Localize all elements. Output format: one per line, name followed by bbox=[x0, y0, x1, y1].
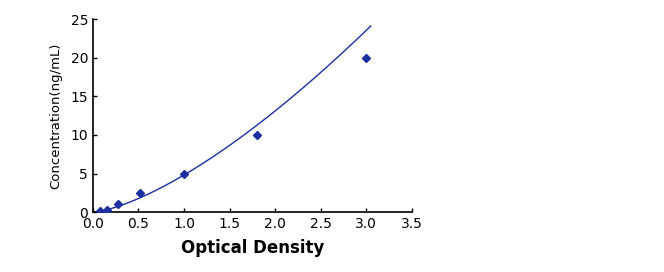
Y-axis label: Concentration(ng/mL): Concentration(ng/mL) bbox=[49, 42, 62, 189]
X-axis label: Optical Density: Optical Density bbox=[181, 239, 324, 257]
